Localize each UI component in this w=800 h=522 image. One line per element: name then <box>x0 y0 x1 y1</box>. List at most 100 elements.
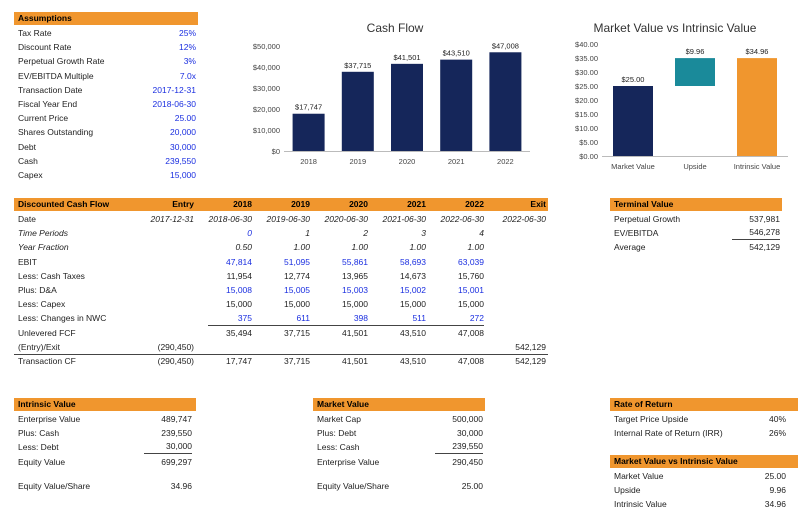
intrinsic-row-label: Enterprise Value <box>18 414 81 424</box>
dcf-title: Discounted Cash Flow <box>18 199 110 209</box>
dcf-cell: 611 <box>296 313 310 324</box>
dcf-col-header: 2020 <box>349 199 368 209</box>
intrinsic-row-value: 489,747 <box>161 414 192 424</box>
dcf-row: Plus: D&A 15,008 15,005 15,003 15,002 15,001 <box>14 283 548 297</box>
assumptions-row-value: 7.0x <box>179 70 196 81</box>
bar-2019 <box>341 71 374 151</box>
mvi-row-label: Intrinsic Value <box>614 499 667 510</box>
mvi-row: Upside 9.96 <box>610 483 798 497</box>
dcf-cell: 3 <box>421 228 426 239</box>
intrinsic-row-label: Equity Value/Share <box>18 480 91 491</box>
data-label: $47,008 <box>492 41 519 50</box>
dcf-cell: (290,450) <box>157 341 194 352</box>
terminal-row-label: Perpetual Growth <box>614 214 681 224</box>
terminal-row: EV/EBITDA 546,278 <box>610 226 782 241</box>
market-row: Equity Value/Share 25.00 <box>313 479 485 493</box>
assumptions-row: Discount Rate 12% <box>14 40 198 54</box>
market-row-value: 500,000 <box>452 414 483 424</box>
data-label: $37,715 <box>344 61 371 70</box>
market-row-value: 25.00 <box>461 480 483 491</box>
dcf-cell: 14,673 <box>400 270 426 281</box>
dcf-cell: 58,693 <box>400 256 426 267</box>
assumptions-row-value: 2018-06-30 <box>152 99 196 109</box>
y-tick-label: $30,000 <box>253 84 280 93</box>
market-row-label: Enterprise Value <box>317 456 380 467</box>
dcf-cell: 2022-06-30 <box>502 214 546 224</box>
dcf-cell: 0 <box>247 228 252 239</box>
data-label: $17,747 <box>295 103 322 112</box>
dcf-row: Year Fraction 0.50 1.00 1.00 1.00 1.00 <box>14 240 548 254</box>
assumptions-row-label: Capex <box>18 170 43 180</box>
x-tick-label: 2019 <box>349 157 366 166</box>
ror-row-value: 26% <box>768 428 786 439</box>
dcf-cell: 1.00 <box>351 242 368 253</box>
mvi-header: Market Value vs Intrinsic Value <box>610 455 798 468</box>
market-row-label: Market Cap <box>317 414 361 424</box>
assumptions-row-label: Perpetual Growth Rate <box>18 56 105 67</box>
terminal-header: Terminal Value <box>610 198 782 211</box>
dcf-row: Time Periods 0 1 2 3 4 <box>14 226 548 240</box>
dcf-cell: 11,954 <box>226 270 252 281</box>
x-tick-label: 2022 <box>497 157 514 166</box>
data-label: $9.96 <box>686 47 705 56</box>
dcf-cell: (290,450) <box>157 356 194 366</box>
dcf-row: (Entry)/Exit (290,450) 542,129 <box>14 340 548 354</box>
dcf-row: Less: Changes in NWC 375 611 398 511 272 <box>14 311 548 325</box>
market-row: Enterprise Value 290,450 <box>313 455 485 469</box>
dcf-cell: 43,510 <box>400 356 426 366</box>
x-tick-label: Market Value <box>611 162 655 171</box>
dcf-col-header: Exit <box>530 199 546 209</box>
dcf-col-header: 2018 <box>233 199 252 209</box>
dcf-cell: 15,003 <box>342 285 368 295</box>
dcf-cell: 272 <box>469 313 484 324</box>
intrinsic-row-label: Equity Value <box>18 456 66 467</box>
x-tick-label: 2018 <box>300 157 317 166</box>
bar-intrinsic-value <box>737 58 777 156</box>
ror-row-label: Internal Rate of Return (IRR) <box>614 428 723 439</box>
intrinsic-row-label: Less: Debt <box>18 442 59 453</box>
dcf-cell: 1.00 <box>293 242 310 253</box>
assumptions-row-label: Discount Rate <box>18 42 72 53</box>
dcf-cell: 2022-06-30 <box>440 214 484 224</box>
mvi-chart-title: Market Value vs Intrinsic Value <box>593 21 757 35</box>
intrinsic-row-value: 30,000 <box>144 440 192 455</box>
y-tick-label: $15.00 <box>575 110 598 119</box>
mvi-row: Market Value 25.00 <box>610 469 798 483</box>
market-row: Less: Cash 239,550 <box>313 440 485 455</box>
dcf-cell: 37,715 <box>284 327 310 338</box>
intrinsic-row-value: 699,297 <box>161 456 192 467</box>
dcf-row-label: Date <box>18 214 36 224</box>
data-label: $43,510 <box>443 49 470 58</box>
bar-2021 <box>440 59 473 151</box>
assumptions-row: EV/EBITDA Multiple 7.0x <box>14 69 198 83</box>
ror-row: Target Price Upside 40% <box>610 412 798 426</box>
dcf-cell: 398 <box>353 313 368 324</box>
dcf-cell: 47,008 <box>458 327 484 338</box>
y-tick-label: $0 <box>272 147 280 156</box>
data-label: $25.00 <box>622 75 645 84</box>
market-panel: Market Value Market Cap 500,000 Plus: Debt… <box>313 398 485 511</box>
y-tick-label: $35.00 <box>575 54 598 63</box>
market-row-value: 30,000 <box>457 428 483 439</box>
dcf-cell: 2020-06-30 <box>324 214 368 224</box>
dcf-cell: 15,000 <box>342 299 368 310</box>
dcf-cell: 15,760 <box>458 270 484 281</box>
assumptions-row: Cash 239,550 <box>14 154 198 168</box>
dcf-cell: 51,095 <box>284 256 310 267</box>
y-tick-label: $10,000 <box>253 126 280 135</box>
dcf-cell: 511 <box>412 313 426 324</box>
ror-panel: Rate of Return Target Price Upside 40% Int… <box>610 398 798 441</box>
assumptions-panel: Assumptions Tax Rate 25% Discount Rate 12% P… <box>14 12 198 185</box>
dcf-cell: 1.00 <box>467 242 484 253</box>
dcf-cell: 35,494 <box>226 327 252 338</box>
dcf-row-label: (Entry)/Exit <box>18 341 61 352</box>
dcf-col-header: 2022 <box>465 199 484 209</box>
y-tick-label: $40,000 <box>253 63 280 72</box>
assumptions-header: Assumptions <box>14 12 198 25</box>
assumptions-row-value: 15,000 <box>170 170 196 180</box>
assumptions-row-value: 30,000 <box>170 141 196 152</box>
y-tick-label: $20.00 <box>575 96 598 105</box>
assumptions-row-label: Current Price <box>18 113 69 124</box>
intrinsic-row: Plus: Cash 239,550 <box>14 426 196 440</box>
mvi-row-value: 9.96 <box>769 485 786 496</box>
